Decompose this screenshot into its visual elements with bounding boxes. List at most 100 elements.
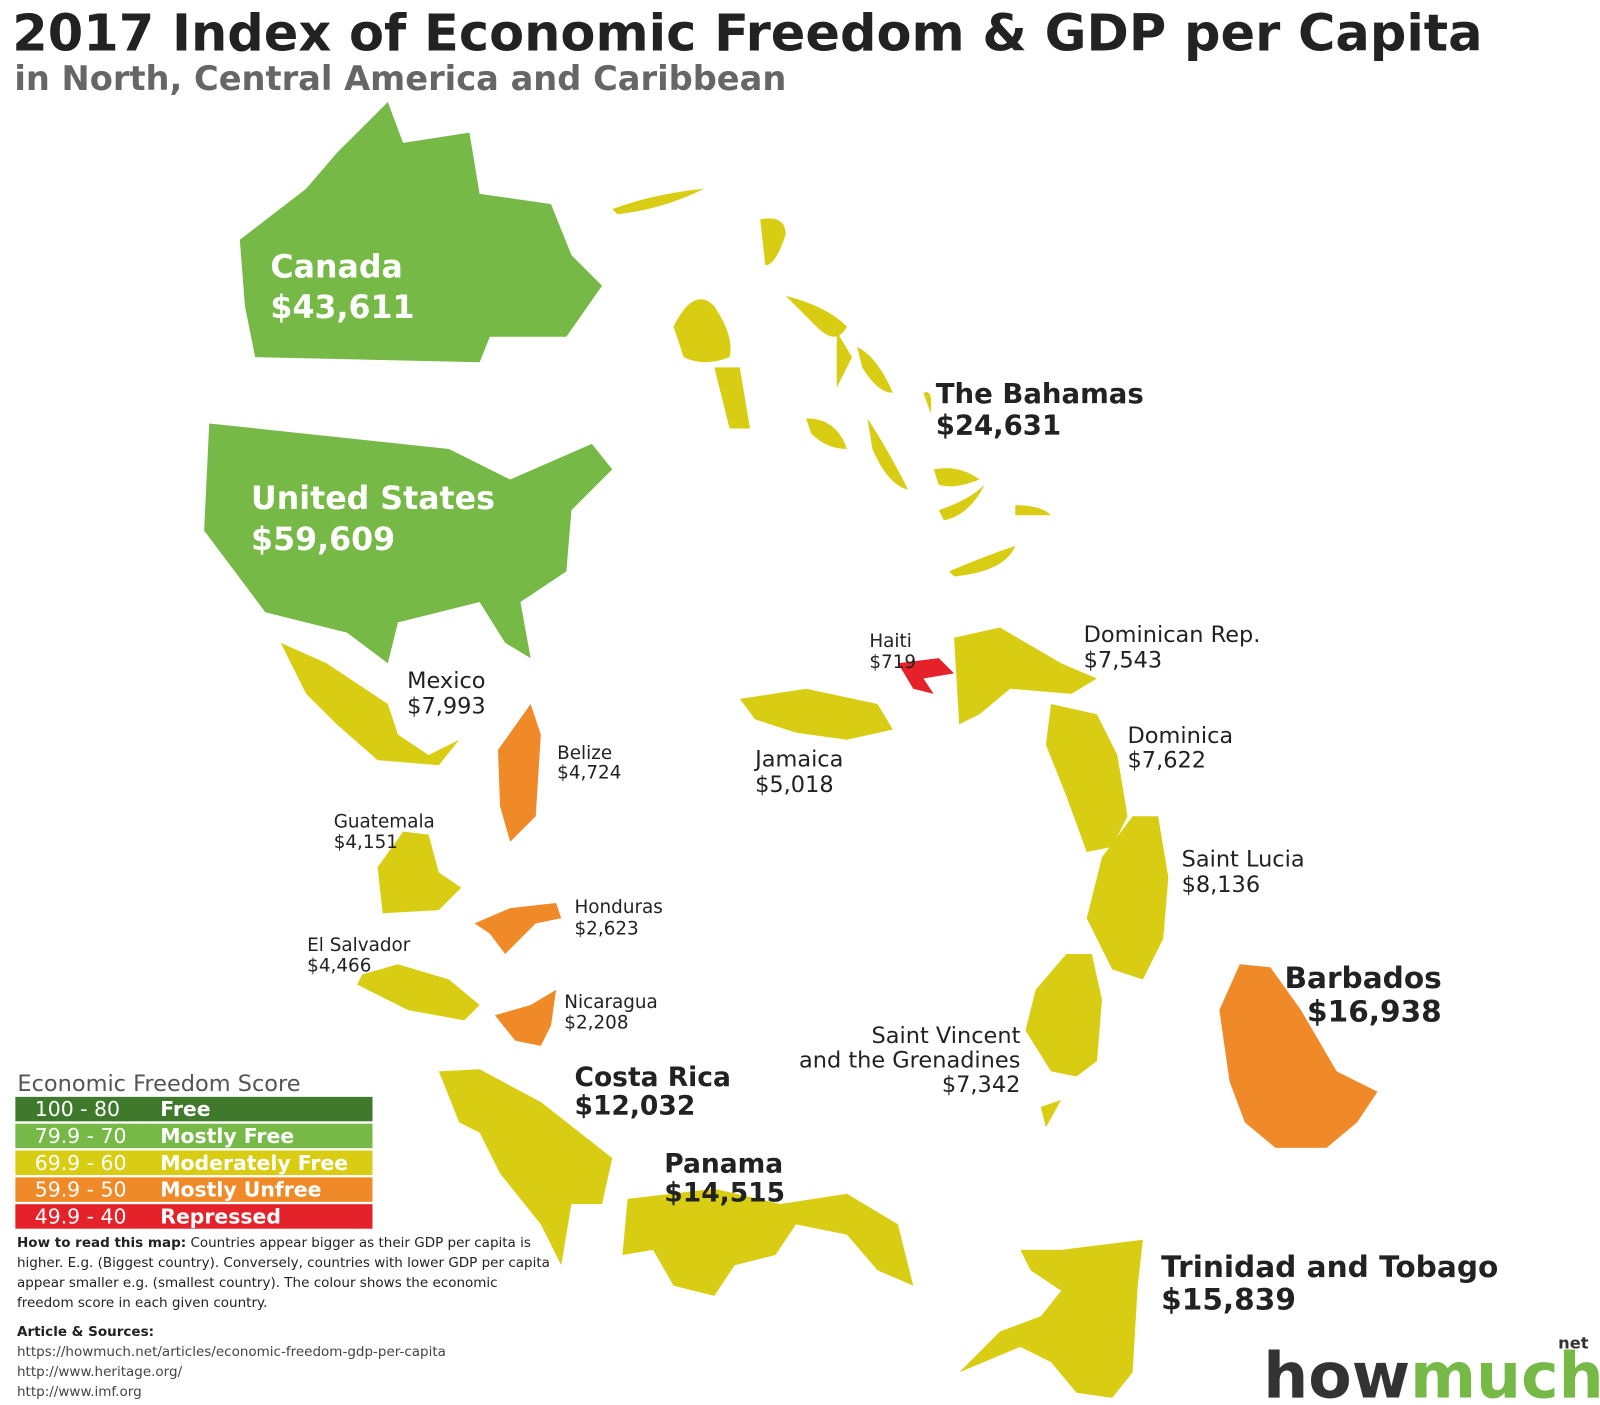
country-shape <box>1025 954 1103 1077</box>
source-link: http://www.heritage.org/ <box>17 1364 183 1380</box>
country-name: Guatemala <box>334 811 435 832</box>
country-shape <box>785 295 847 337</box>
country-name: Saint Vincent <box>872 1023 1021 1049</box>
country-shape <box>377 831 462 914</box>
country-gdp: $15,839 <box>1161 1282 1296 1316</box>
country-gdp: $7,342 <box>942 1072 1021 1098</box>
country-shape <box>739 688 893 740</box>
country-shape <box>714 367 751 429</box>
how-to-read: How to read this map: Countries appear b… <box>17 1233 552 1313</box>
country-shape <box>857 346 893 393</box>
country-name: Belize <box>557 743 612 764</box>
country-shape <box>280 642 460 766</box>
country-shape <box>1045 704 1128 852</box>
countries <box>204 102 1378 1398</box>
country-shape <box>867 418 909 490</box>
country-name: Mexico <box>407 668 485 694</box>
country-shape <box>836 331 853 388</box>
country-shape <box>438 1069 613 1266</box>
country-shape <box>806 418 847 449</box>
country-shape <box>938 484 985 521</box>
country-gdp: $4,466 <box>307 955 371 976</box>
country-gdp: $24,631 <box>936 409 1061 441</box>
country-name: and the Grenadines <box>799 1048 1020 1074</box>
country-name: Costa Rica <box>575 1062 731 1093</box>
country-name: Nicaragua <box>564 992 658 1013</box>
source-link: http://www.imf.org <box>17 1384 142 1400</box>
legend-swatch <box>15 1177 373 1202</box>
legend-range: 100 - 80 <box>35 1097 120 1121</box>
country-gdp: $719 <box>869 652 916 673</box>
legend-label: Mostly Free <box>160 1124 294 1148</box>
country-shape <box>954 627 1097 725</box>
country-name: Saint Lucia <box>1182 847 1305 873</box>
country-labels: Canada $43,611 United States $59,609 The Bah… <box>251 249 1498 1316</box>
legend-range: 69.9 - 60 <box>35 1151 127 1175</box>
country-name: Panama <box>664 1149 783 1180</box>
legend-swatch <box>15 1150 373 1176</box>
country-shape <box>1015 505 1052 516</box>
country-name: Dominican Rep. <box>1084 622 1261 648</box>
legend: 100 - 80 Free 79.9 - 70 Mostly Free 69.9 - 6… <box>15 1096 373 1229</box>
country-name: The Bahamas <box>936 378 1144 410</box>
country-gdp: $59,609 <box>251 522 395 558</box>
country-gdp: $8,136 <box>1182 872 1261 898</box>
legend-range: 49.9 - 40 <box>35 1204 127 1228</box>
country-name: El Salvador <box>307 935 411 956</box>
country-gdp: $2,623 <box>575 919 639 940</box>
country-gdp: $4,724 <box>557 762 621 783</box>
country-shape <box>1219 964 1378 1148</box>
logo: howmuch <box>1263 1338 1600 1405</box>
country-name: Dominica <box>1128 723 1234 749</box>
country-shape <box>474 902 562 955</box>
note-heading: How to read this map: <box>17 1235 187 1251</box>
legend-title: Economic Freedom Score <box>17 1071 300 1097</box>
logo-much: much <box>1410 1338 1600 1405</box>
country-name: Canada <box>270 249 402 285</box>
sources-heading: Article & Sources: <box>17 1324 155 1340</box>
legend-label: Free <box>160 1097 210 1121</box>
country-shape <box>494 989 557 1046</box>
country-shape <box>673 299 731 363</box>
country-name: Jamaica <box>753 747 843 773</box>
country-gdp: $7,622 <box>1128 748 1207 774</box>
legend-label: Moderately Free <box>160 1151 348 1175</box>
country-shape <box>897 658 955 694</box>
legend-range: 79.9 - 70 <box>35 1124 127 1148</box>
country-gdp: $4,151 <box>334 832 398 853</box>
legend-swatch <box>15 1123 373 1149</box>
legend-swatch <box>15 1096 373 1122</box>
country-gdp: $43,611 <box>270 290 414 326</box>
logo-suffix: net <box>1558 1333 1589 1352</box>
country-shape <box>204 423 613 664</box>
country-shape <box>239 102 603 363</box>
country-shape <box>933 468 980 487</box>
country-name: Haiti <box>869 631 911 652</box>
country-name: United States <box>251 481 495 517</box>
country-gdp: $5,018 <box>755 772 834 798</box>
country-shape <box>923 391 932 414</box>
source-link: https://howmuch.net/articles/economic-fr… <box>17 1344 446 1360</box>
country-gdp: $14,515 <box>664 1177 785 1208</box>
logo-how: how <box>1263 1338 1410 1405</box>
country-gdp: $16,938 <box>1307 995 1442 1029</box>
country-shape <box>622 1188 914 1296</box>
legend-range: 59.9 - 50 <box>35 1178 127 1202</box>
country-shape <box>948 545 1016 577</box>
country-shape <box>959 1239 1143 1398</box>
country-shape <box>497 704 541 842</box>
legend-swatch <box>15 1204 373 1229</box>
legend-label: Mostly Unfree <box>160 1178 321 1202</box>
country-shape <box>760 218 786 266</box>
country-gdp: $7,543 <box>1084 648 1163 674</box>
country-name: Trinidad and Tobago <box>1161 1250 1498 1284</box>
note-text: Countries appear bigger as their GDP per… <box>17 1235 550 1311</box>
legend-label: Repressed <box>160 1204 281 1228</box>
country-shape <box>1086 816 1169 980</box>
subtitle: in North, Central America and Caribbean <box>14 59 786 98</box>
country-shape <box>1040 1099 1062 1128</box>
country-gdp: $2,208 <box>564 1012 628 1033</box>
sources: Article & Sources: https://howmuch.net/a… <box>17 1322 446 1402</box>
